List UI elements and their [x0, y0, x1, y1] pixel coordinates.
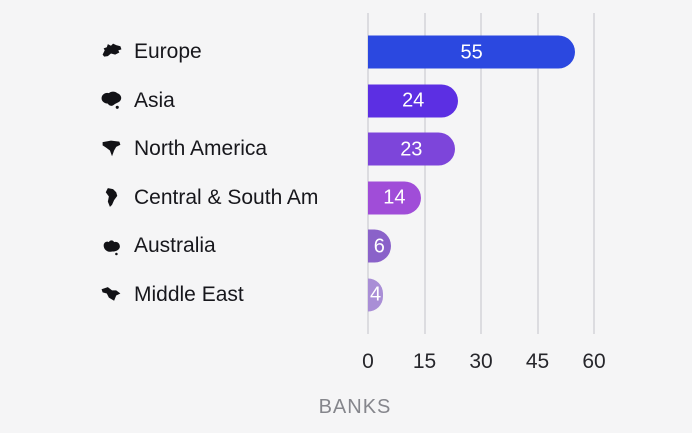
bar-value-label: 6: [373, 235, 385, 257]
bar-row: Australia 6: [0, 222, 692, 270]
x-tick-label: 30: [469, 350, 493, 373]
bar-value-label: 14: [383, 186, 406, 209]
bar-row: Asia 24: [0, 77, 692, 125]
category-label: North America: [99, 137, 267, 161]
bar-row: North America 23: [0, 125, 692, 173]
x-tick-label: 15: [412, 350, 437, 373]
asia-icon: [99, 89, 124, 112]
gridline: [480, 13, 482, 334]
bar: 14: [368, 181, 421, 214]
middle-east-icon: [99, 283, 124, 306]
bar: 55: [368, 35, 576, 69]
gridline: [423, 13, 426, 334]
bar: 6: [368, 229, 391, 263]
category-label: Australia: [99, 234, 216, 258]
category-label-text: Middle East: [134, 282, 244, 306]
x-tick-label: 0: [362, 350, 374, 373]
category-label: Central & South Am: [99, 186, 318, 210]
x-tick-label: 45: [525, 350, 550, 373]
bar-value-label: 23: [400, 138, 423, 160]
x-axis-label: BANKS: [318, 396, 392, 418]
bar-row: Europe 55: [0, 28, 692, 76]
category-label: Asia: [99, 89, 175, 113]
bar: 24: [368, 84, 459, 117]
australia-icon: [99, 235, 124, 258]
category-label: Middle East: [99, 283, 244, 307]
gridline: [593, 13, 595, 334]
central-south-america-icon: [99, 186, 124, 209]
category-label-text: Europe: [134, 40, 202, 63]
gridline: [536, 13, 539, 334]
category-label-text: Asia: [134, 88, 175, 112]
bar-value-label: 55: [460, 41, 483, 63]
category-label: Europe: [99, 40, 202, 64]
x-tick-label: 60: [582, 350, 606, 373]
bar-value-label: 24: [402, 89, 425, 112]
bar-row: Central & South Am 14: [0, 174, 692, 222]
gridline: [367, 13, 369, 334]
europe-icon: [99, 41, 124, 64]
bar: 4: [368, 278, 384, 311]
category-label-text: Australia: [134, 234, 216, 257]
bar-value-label: 4: [369, 283, 382, 306]
category-label-text: Central & South Am: [134, 185, 319, 209]
north-america-icon: [99, 138, 124, 161]
bar: 23: [368, 132, 455, 166]
bar-row: Middle East 4: [0, 271, 692, 319]
category-label-text: North America: [134, 137, 268, 160]
